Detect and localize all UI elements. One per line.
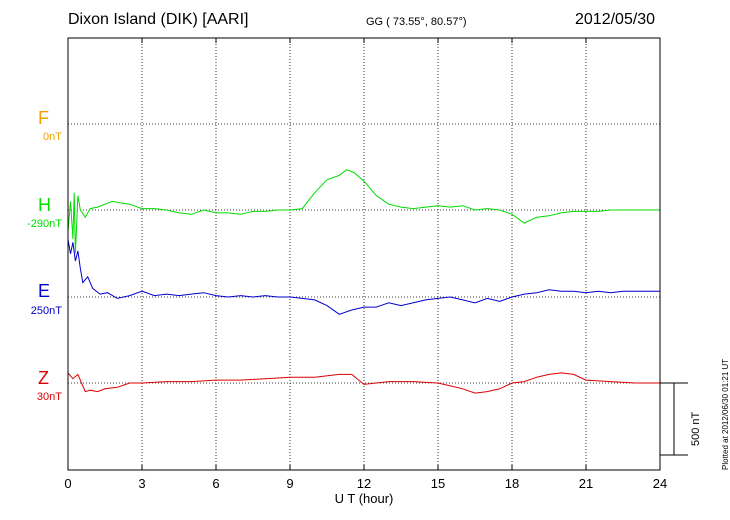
baseline-H: -290nT [27, 218, 62, 230]
scale-bar [660, 382, 688, 456]
scale-bar-label: 500 nT [690, 411, 702, 446]
plot-date: 2012/05/30 [575, 11, 656, 28]
x-tick-label-12: 12 [356, 476, 372, 491]
series-lines [67, 169, 660, 394]
baseline-Z: 30nT [36, 391, 62, 403]
x-tick-label-3: 3 [138, 476, 146, 491]
plotted-note: Plotted at 2012/06/30 01:21 UT [721, 358, 730, 470]
x-axis-ticks [67, 38, 661, 470]
x-tick-label-0: 0 [64, 476, 72, 491]
station-title: Dixon Island (DIK) [AARI] [68, 11, 249, 28]
series-Z [67, 372, 660, 394]
grid-lines [68, 38, 660, 470]
baseline-F: 0nT [43, 131, 62, 143]
station-coords: GG ( 73.55°, 80.57°) [366, 16, 467, 28]
x-tick-label-21: 21 [578, 476, 594, 491]
x-tick-label-18: 18 [504, 476, 520, 491]
x-tick-label-9: 9 [286, 476, 294, 491]
series-H [67, 169, 660, 254]
x-tick-label-24: 24 [652, 476, 668, 491]
x-tick-label-6: 6 [212, 476, 220, 491]
x-tick-label-15: 15 [430, 476, 446, 491]
baseline-E: 250nT [30, 305, 62, 317]
series-E [67, 239, 660, 315]
label-F: F [38, 108, 49, 128]
label-E: E [38, 281, 51, 301]
x-axis-label: U T (hour) [334, 491, 394, 506]
label-H: H [38, 195, 51, 215]
label-Z: Z [38, 368, 49, 388]
